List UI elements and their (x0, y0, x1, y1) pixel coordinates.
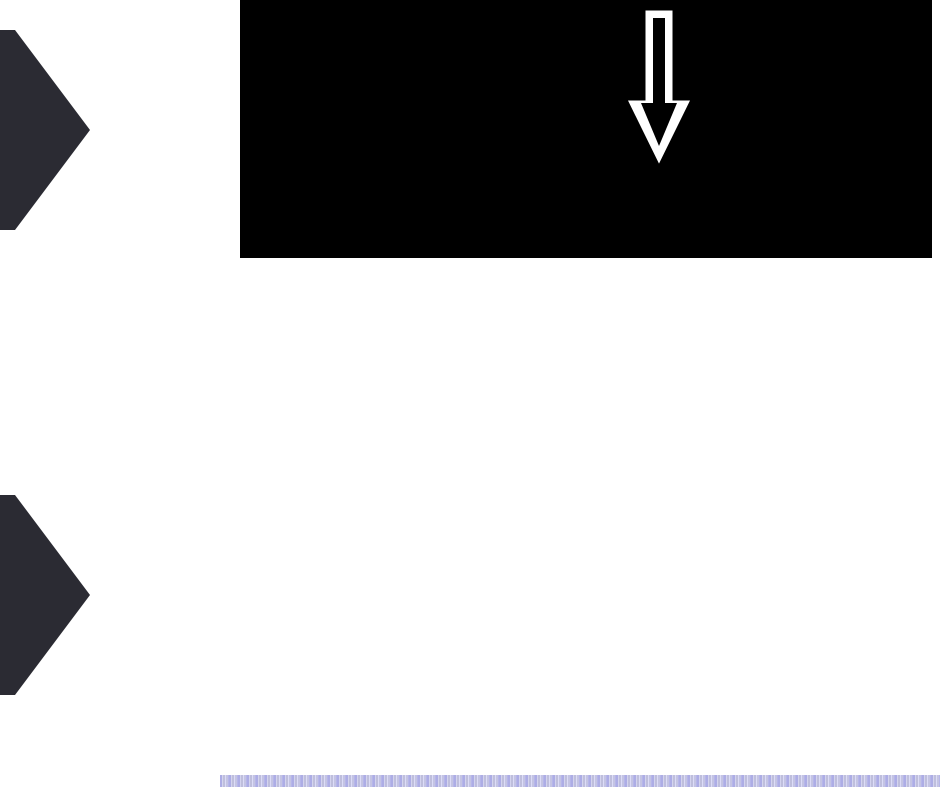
noise-strip (220, 775, 940, 787)
deco-arrow-2 (0, 495, 90, 695)
chart-2-plot (285, 370, 845, 730)
chart-2 (240, 355, 932, 750)
deco-arrow-1 (0, 30, 90, 230)
chart-1 (240, 0, 932, 258)
pointer-arrow-icon (624, 8, 694, 168)
